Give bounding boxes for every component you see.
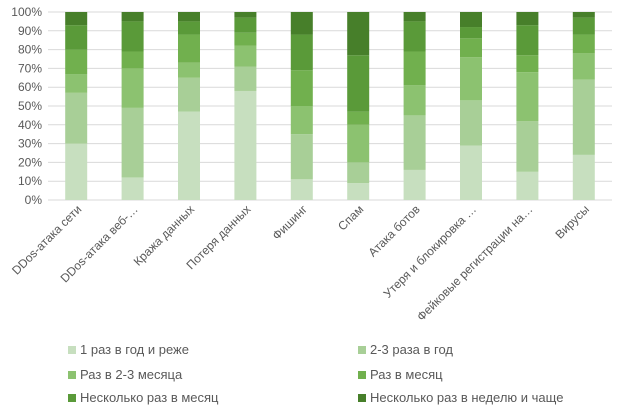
bar-segment <box>234 90 257 200</box>
bar-segment <box>460 100 482 146</box>
bar-segment <box>403 12 426 22</box>
y-tick-label: 100% <box>11 5 42 19</box>
y-tick-label: 10% <box>18 174 42 188</box>
bar-segment <box>65 143 88 200</box>
bar-segment <box>178 21 200 35</box>
bar-segment <box>178 12 200 22</box>
legend-swatch <box>68 393 76 402</box>
legend-item: Несколько раз в неделю и чаще <box>358 390 563 405</box>
bar-segment <box>290 12 313 35</box>
bar-segment <box>572 53 595 80</box>
legend-swatch <box>358 370 366 379</box>
bar-segment <box>121 21 144 52</box>
legend-item: 2-3 раза в год <box>358 342 453 357</box>
bar-segment <box>234 45 257 67</box>
bar-segment <box>178 77 200 112</box>
y-tick-label: 90% <box>18 24 42 38</box>
legend-label: Раз в 2-3 месяца <box>80 367 183 382</box>
bar-segment <box>403 85 426 116</box>
bar-segment <box>65 25 88 50</box>
bar-segment <box>460 145 482 200</box>
legend-item: Раз в месяц <box>358 367 443 382</box>
legend-label: Раз в месяц <box>370 367 443 382</box>
bar-segment <box>178 62 200 78</box>
bar-segment <box>516 25 539 56</box>
bar-segment <box>403 51 426 86</box>
bar-segment <box>290 134 313 180</box>
bar-segment <box>234 66 257 91</box>
x-category-label: Вирусы <box>553 202 592 241</box>
y-tick-label: 0% <box>25 193 43 207</box>
bar-segment <box>403 169 426 200</box>
bar-segment <box>403 21 426 52</box>
x-category-label: Фейковые регистрации на… <box>414 202 535 323</box>
y-tick-label: 70% <box>18 61 42 75</box>
bar-segment <box>65 74 88 93</box>
bar-segment <box>290 106 313 135</box>
bar-segment <box>347 124 370 163</box>
bar-segment <box>234 17 257 33</box>
stacked-bar-chart: 0%10%20%30%40%50%60%70%80%90%100%DDos-ат… <box>9 5 612 324</box>
bar-segment <box>572 154 595 200</box>
bar-segment <box>121 51 144 69</box>
x-category-label: Фишинг <box>269 202 310 243</box>
bar-segment <box>290 179 313 200</box>
legend-swatch <box>358 345 366 354</box>
bar-segment <box>290 70 313 106</box>
y-tick-label: 40% <box>18 118 42 132</box>
legend-label: 1 раз в год и реже <box>80 342 189 357</box>
y-tick-label: 20% <box>18 155 42 169</box>
bar-segment <box>516 171 539 200</box>
bar-segment <box>65 49 88 75</box>
bar-segment <box>65 12 88 26</box>
y-tick-label: 50% <box>18 99 42 113</box>
bar-segment <box>403 115 426 170</box>
x-category-label: Утеря и блокировка … <box>381 202 480 301</box>
y-tick-label: 80% <box>18 43 42 57</box>
bar-segment <box>460 57 482 101</box>
legend-item: Несколько раз в месяц <box>68 390 219 405</box>
bar-segment <box>347 183 370 200</box>
bar-segment <box>572 79 595 155</box>
bar-segment <box>347 162 370 184</box>
x-category-label: Спам <box>335 202 366 233</box>
legend-label: Несколько раз в месяц <box>80 390 219 405</box>
bar-segment <box>121 177 144 200</box>
bar-segment <box>290 34 313 71</box>
bar-segment <box>516 72 539 122</box>
bar-segment <box>572 12 595 18</box>
x-category-label: Атака ботов <box>365 202 422 259</box>
bar-segment <box>234 12 257 18</box>
bar-segment <box>460 27 482 39</box>
legend-swatch <box>68 345 76 354</box>
bar-segment <box>65 92 88 144</box>
y-tick-label: 60% <box>18 80 42 94</box>
bar-segment <box>234 32 257 46</box>
bar-segment <box>347 55 370 112</box>
bar-segment <box>121 12 144 22</box>
legend-label: Несколько раз в неделю и чаще <box>370 390 564 405</box>
bar-segment <box>121 107 144 178</box>
legend-swatch <box>358 393 366 402</box>
legend-item: 1 раз в год и реже <box>68 342 189 357</box>
bar-segment <box>460 12 482 28</box>
legend-item: Раз в 2-3 месяца <box>68 367 182 382</box>
bar-segment <box>347 12 370 56</box>
legend-swatch <box>68 370 76 379</box>
legend-label: 2-3 раза в год <box>370 342 454 357</box>
bar-segment <box>460 38 482 58</box>
bar-segment <box>516 55 539 73</box>
bar-segment <box>178 34 200 63</box>
bar-segment <box>572 34 595 54</box>
bar-segment <box>347 111 370 125</box>
bar-segment <box>516 12 539 26</box>
bar-segment <box>178 111 200 200</box>
y-tick-label: 30% <box>18 137 42 151</box>
bar-segment <box>516 121 539 172</box>
bar-segment <box>121 68 144 108</box>
bar-segment <box>572 17 595 35</box>
